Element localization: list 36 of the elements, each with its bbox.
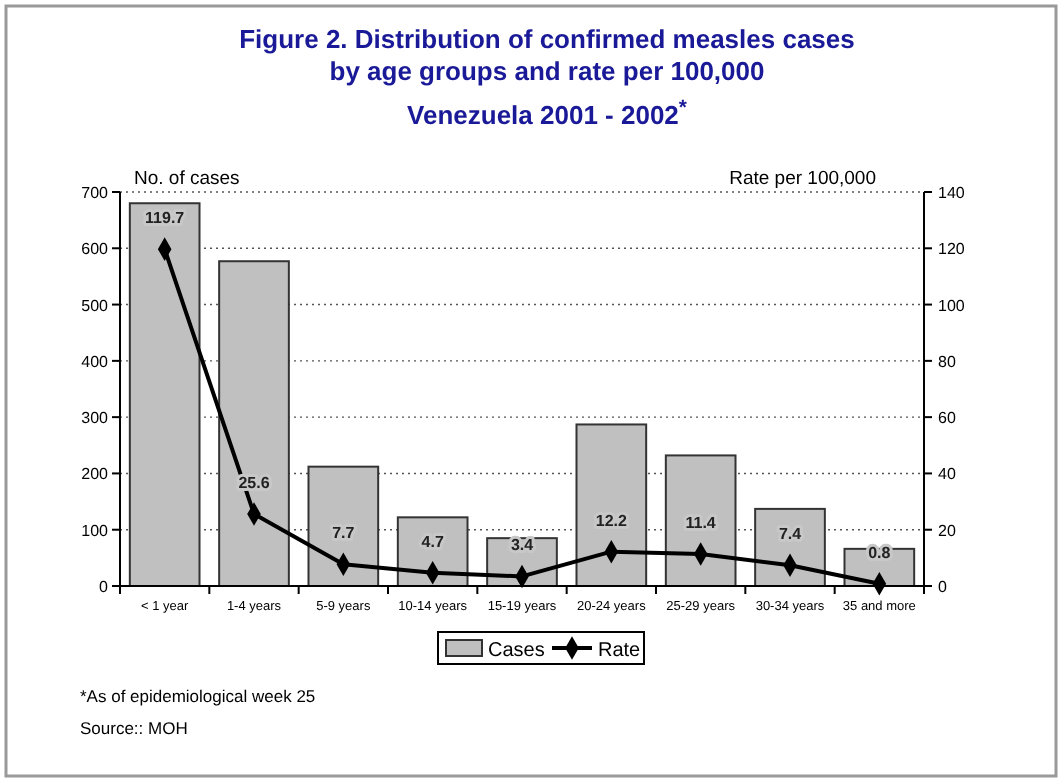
y-tick-label: 100 (81, 521, 110, 540)
bar (128, 202, 201, 587)
y2-tick-label: 0 (938, 578, 948, 596)
y2-tick-label: 100 (938, 296, 966, 315)
y2-tick-label: 40 (938, 465, 957, 484)
data-label: 4.7 (421, 532, 445, 551)
y2-tick-label: 60 (938, 409, 957, 428)
y2-tick-label: 140 (938, 184, 966, 202)
chart-subtitle: Venezuela 2001 - 2002$^{*}$ (407, 97, 689, 130)
legend-label: Cases (488, 640, 545, 662)
data-label: 12.2 (595, 511, 628, 530)
data-label: 11.4 (685, 513, 717, 532)
legend-label: Rate (598, 640, 642, 662)
y-tick-label: 700 (81, 184, 110, 202)
source-note: Source:: MOH (80, 718, 188, 738)
data-label: 7.4 (778, 525, 803, 544)
y-axis-title: No. of cases (134, 168, 241, 190)
y-tick-label: 300 (81, 409, 110, 428)
y-tick-label: 600 (81, 240, 110, 259)
y-tick-label: 200 (81, 465, 110, 484)
y2-tick-label: 20 (938, 521, 957, 540)
bar (218, 260, 290, 587)
data-label: 119.7 (145, 209, 186, 228)
y-tick-label: 400 (81, 352, 110, 371)
bar (664, 454, 737, 587)
y2-axis-title: Rate per 100,000 (729, 168, 876, 190)
bar (575, 423, 648, 587)
text: *As of epidemiological week 25 (80, 686, 316, 706)
y-tick-label: 0 (99, 578, 110, 596)
data-label: 7.7 (332, 524, 356, 543)
y2-tick-label: 80 (938, 352, 957, 371)
chart-title: Figure 2. Distribution of confirmed measles cases by age groups and rate per 100,000 (239, 24, 855, 86)
y-tick-label: 500 (81, 296, 110, 315)
data-label: 3.4 (510, 536, 535, 555)
bar (307, 465, 380, 587)
y2-tick-label: 120 (938, 240, 966, 259)
